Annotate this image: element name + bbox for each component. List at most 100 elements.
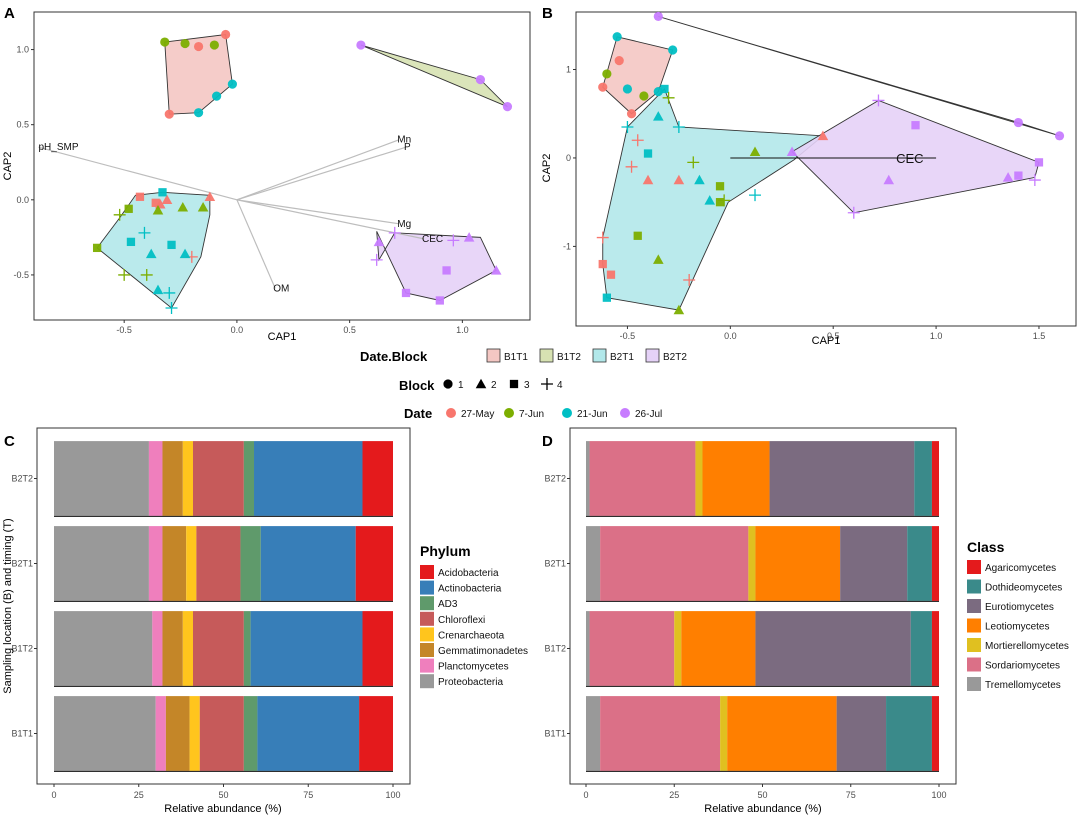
panelc-bar-segment-proteobacteria <box>54 441 149 516</box>
panel-d-y-ticks: B2T2 B2T1 B1T2 B1T1 <box>544 474 570 739</box>
panelb-y-tick-label: -1 <box>563 241 571 251</box>
panel-c-x-axis-title: Relative abundance (%) <box>164 803 281 815</box>
paneld-bar-segment-agaricomycetes <box>931 441 939 516</box>
legend-date-label-27-may: 27-May <box>461 409 494 420</box>
panelb-point <box>621 121 634 133</box>
panel-c-legend-title: Phylum <box>420 543 471 559</box>
panel-label-a: A <box>4 5 15 22</box>
panela-hull-b1t2 <box>360 44 508 108</box>
panel-d-x-ticks: 0 25 50 75 100 <box>583 784 947 800</box>
paneld-legend-label-agaricomycetes: Agaricomycetes <box>985 563 1056 574</box>
panelc-legend-swatch-actinobacteria <box>420 580 434 595</box>
paneld-bar-segment-tremellomycetes <box>586 526 601 601</box>
panelb-point <box>622 84 633 94</box>
paneld-legend-swatch-leotiomycetes <box>967 618 981 633</box>
panelb-point <box>704 195 716 205</box>
panelc-x-tick-label: 0 <box>51 790 56 800</box>
panelb-point <box>883 174 895 185</box>
panelb-point <box>631 134 644 147</box>
panelc-bar-segment-planctomycetes <box>148 441 163 516</box>
panelc-bar-segment-crenarchaeota <box>182 611 193 686</box>
panel-c-y-ticks: B2T2 B2T1 B1T2 B1T1 <box>11 474 37 739</box>
paneld-bar-segment-agaricomycetes <box>931 526 939 601</box>
legend-date-label-26-jul: 26-Jul <box>635 409 662 420</box>
legend-block-label-1: 1 <box>458 380 464 391</box>
panela-point <box>373 236 385 247</box>
legend-date-block-label-b2t1: B2T1 <box>610 352 634 363</box>
paneld-bar-segment-dothideomycetes <box>910 611 932 686</box>
panelb-point <box>633 231 642 240</box>
panelb-point <box>672 121 685 133</box>
legend-date-block-items: B1T1 B1T2 B2T1 B2T2 <box>486 348 687 363</box>
paneld-legend-label-eurotiomycetes: Eurotiomycetes <box>985 602 1054 613</box>
paneld-legend-label-sordariomycetes: Sordariomycetes <box>985 661 1060 672</box>
paneld-legend-swatch-tremellomycetes <box>967 677 981 691</box>
panelb-point <box>715 182 725 191</box>
panelb-point <box>668 45 678 55</box>
legend-date-block-label-b1t2: B1T2 <box>557 352 581 363</box>
panelc-legend-label-proteobacteria: Proteobacteria <box>438 677 503 688</box>
panelb-x-tick-label: 1.0 <box>930 331 943 341</box>
panela-vector-label-p: P <box>404 142 411 153</box>
paneld-bar-segment-mortierellomycetes <box>674 611 682 686</box>
panelc-bar-segment-chloroflexi <box>192 441 244 516</box>
panela-vector-label-mg: Mg <box>397 219 411 230</box>
legend-block-items: 1 2 3 4 <box>443 378 563 391</box>
panel-b-y-ticks: -1 0 1 <box>563 64 576 251</box>
panela-point <box>193 41 204 52</box>
panel-b-hulls <box>602 15 1060 311</box>
panela-point <box>209 40 219 50</box>
legend-date-block-swatch-b1t1 <box>486 348 501 363</box>
paneld-bar-segment-agaricomycetes <box>931 611 939 686</box>
panela-point <box>388 226 401 239</box>
panel-d-legend: Agaricomycetes Dothideomycetes Eurotiomyce… <box>967 560 1069 691</box>
panelb-y-tick-label: 0 <box>566 153 571 163</box>
panela-point <box>179 248 191 259</box>
legend-date-items: 27-May 7-Jun 21-Jun 26-Jul <box>446 408 662 420</box>
panela-point <box>161 194 173 205</box>
paneld-bar-segment-leotiomycetes <box>755 526 841 601</box>
panela-point <box>124 204 133 213</box>
legend-block-marker-2 <box>475 378 487 389</box>
panelb-point <box>639 91 649 101</box>
legend-date-marker-26-jul <box>620 408 630 418</box>
panel-label-b: B <box>542 5 553 22</box>
panel-a-vectors: pH_SMP MnP Mg CEC OM <box>38 135 443 294</box>
panelb-hull-b1t2 <box>658 15 1060 137</box>
panela-point <box>442 266 451 275</box>
panelc-bar-segment-ad3 <box>240 526 261 601</box>
panel-b-vectors: CEC <box>730 151 937 166</box>
paneld-bar-segment-eurotiomycetes <box>769 441 915 516</box>
panela-vector-label-om: OM <box>273 283 289 294</box>
panelb-vector-label-cec: CEC <box>896 151 923 166</box>
legend-date-block-label-b1t1: B1T1 <box>504 352 528 363</box>
panela-point <box>212 91 222 101</box>
paneld-bar-segment-leotiomycetes <box>727 696 837 771</box>
legend-date-block-title: Date.Block <box>360 349 428 364</box>
panelb-point <box>598 259 607 269</box>
paneld-bar-segment-sordariomycetes <box>600 526 749 601</box>
panelc-y-tick-label: B1T2 <box>11 644 33 654</box>
panelc-legend-swatch-crenarchaeota <box>420 627 434 642</box>
panelc-bar-segment-planctomycetes <box>155 696 166 771</box>
panelb-point <box>612 32 622 42</box>
panela-point <box>490 265 502 275</box>
legend-block-marker-1 <box>443 379 453 389</box>
panelb-point <box>715 198 725 207</box>
shared-legend: Date.Block B1T1 B1T2 B2T1 B2T2 Block 1 2 3 4 D… <box>360 348 687 421</box>
paneld-legend-swatch-sordariomycetes <box>967 657 981 672</box>
panela-vector-line-mg <box>236 199 400 225</box>
paneld-bar-segment-mortierellomycetes <box>748 526 756 601</box>
paneld-legend-swatch-mortierellomycetes <box>967 638 981 652</box>
panela-vector-line-p <box>236 146 407 201</box>
panel-a-hulls <box>96 34 508 309</box>
panelc-bar-segment-proteobacteria <box>54 526 149 601</box>
panela-vector-line-om <box>236 199 276 289</box>
paneld-x-tick-label: 50 <box>757 790 767 800</box>
panelc-legend-label-actinobacteria: Actinobacteria <box>438 584 502 595</box>
panelc-bar-segment-proteobacteria <box>54 696 156 771</box>
panelc-legend-label-gemmatimonadetes: Gemmatimonadetes <box>438 646 528 657</box>
panela-point <box>475 75 485 85</box>
panel-c: C 0 25 50 75 100 B2T2 B2T1 B1T2 B1T1 Relative a… <box>2 427 528 815</box>
